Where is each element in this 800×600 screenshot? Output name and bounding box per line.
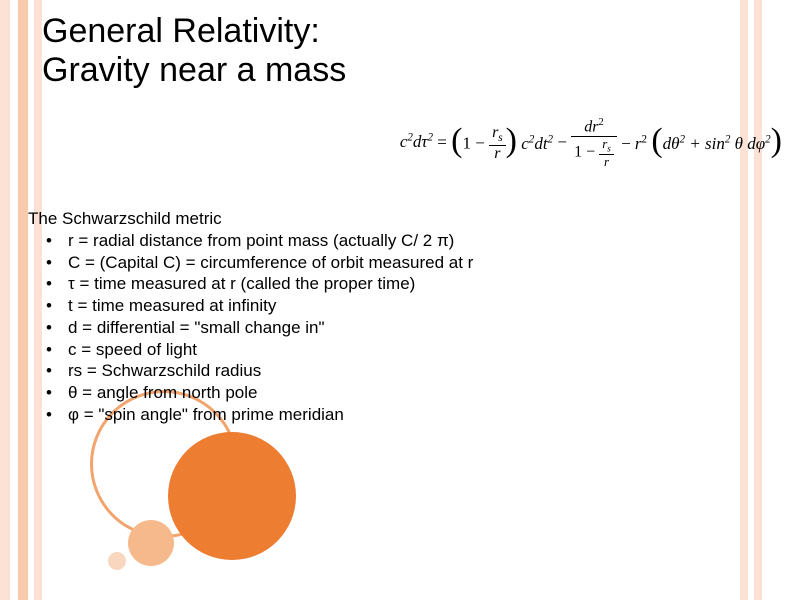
- eq-paren-open-1: (: [451, 126, 462, 157]
- stripe: [740, 0, 748, 600]
- stripe: [18, 0, 28, 600]
- eq-term1-tail: c2dt2: [521, 134, 553, 153]
- title-line1: General Relativity:: [42, 12, 320, 50]
- circle-tiny: [108, 552, 126, 570]
- circle-big: [168, 432, 296, 560]
- list-item: r = radial distance from point mass (act…: [48, 230, 473, 252]
- schwarzschild-equation: c2dτ2 = (1 − rsr) c2dt2 − dr2 1 − rsr − …: [400, 118, 782, 169]
- eq-minus1: −: [557, 132, 571, 151]
- eq-paren-close-2: ): [771, 126, 782, 157]
- stripe: [0, 0, 10, 600]
- eq-paren-open-2: (: [651, 126, 662, 157]
- eq-paren-close-1: ): [506, 126, 517, 157]
- content-heading: The Schwarzschild metric: [28, 208, 473, 230]
- content-block: The Schwarzschild metric r = radial dist…: [28, 208, 473, 426]
- eq-term2-frac: dr2 1 − rsr: [571, 118, 617, 169]
- list-item: φ = "spin angle" from prime meridian: [48, 404, 473, 426]
- list-item: t = time measured at infinity: [48, 295, 473, 317]
- list-item: C = (Capital C) = circumference of orbit…: [48, 252, 473, 274]
- title-line2: Gravity near a mass: [42, 51, 346, 89]
- eq-term1-frac: rsr: [489, 125, 506, 163]
- stripe: [10, 0, 18, 600]
- list-item: τ = time measured at r (called the prope…: [48, 273, 473, 295]
- slide-title: General Relativity: Gravity near a mass: [42, 12, 346, 90]
- eq-term1-lead: 1 −: [462, 133, 489, 152]
- circle-med: [128, 520, 174, 566]
- list-item: c = speed of light: [48, 339, 473, 361]
- eq-term3-inner: dθ2 + sin2 θ dφ2: [663, 134, 771, 153]
- stripe: [754, 0, 762, 600]
- list-item: d = differential = "small change in": [48, 317, 473, 339]
- stripes-right: [740, 0, 800, 600]
- eq-lhs: c2dτ2: [400, 132, 433, 151]
- eq-equals: =: [437, 132, 447, 151]
- bullet-list: r = radial distance from point mass (act…: [28, 230, 473, 426]
- list-item: rs = Schwarzschild radius: [48, 360, 473, 382]
- list-item: θ = angle from north pole: [48, 382, 473, 404]
- eq-minus2: − r2: [621, 134, 647, 153]
